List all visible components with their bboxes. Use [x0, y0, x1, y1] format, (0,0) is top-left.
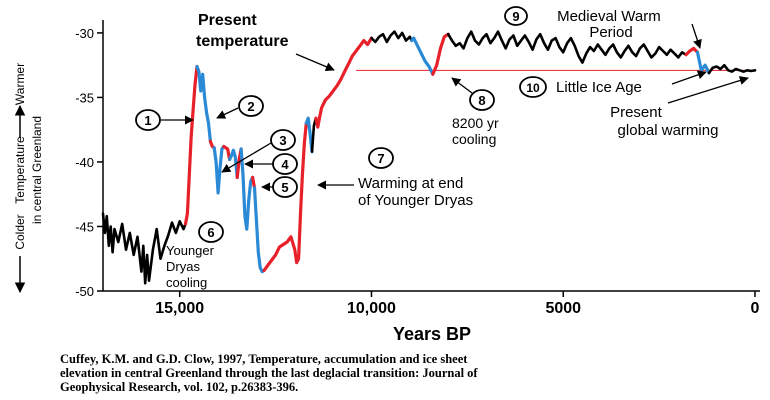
segment-baseline: [446, 30, 688, 64]
y-label-temperature: Temperature: [13, 136, 27, 204]
segment-cooling: [252, 186, 266, 274]
y-ticks: -30 -35 -40 -45 -50: [75, 26, 103, 299]
caption-line-3: Geophysical Research, vol. 102, p.26383-…: [60, 380, 299, 394]
caption-line-1: Cuffey, K.M. and G.D. Clow, 1997, Temper…: [60, 352, 468, 366]
x-tick-label: 15,000: [155, 300, 204, 317]
marker-7: 7 Warming at end of Younger Dryas: [317, 147, 473, 209]
segment-warming: [431, 32, 450, 76]
segment-warming: [684, 46, 700, 57]
marker-9: 9 Medieval Warm Period: [504, 6, 702, 49]
svg-text:9: 9: [512, 9, 519, 24]
segment-cooling: [195, 64, 212, 143]
svg-text:6: 6: [207, 225, 214, 240]
svg-text:2: 2: [247, 99, 254, 114]
annotations: Present temperature 1 2 3 4: [135, 6, 749, 290]
svg-text:Present global warming: Present global warming: [610, 104, 718, 139]
svg-text:Medieval Warm Period: Medieval Warm Period: [557, 8, 665, 41]
segment-warming: [251, 175, 257, 190]
x-tick-label: 5000: [545, 300, 581, 317]
caption-line-2: elevation in central Greenland through t…: [60, 366, 478, 380]
marker-10: 10 Little Ice Age: [519, 70, 707, 98]
y-axis-labels: Warmer Temperature in central Greenland …: [13, 63, 44, 294]
segment-cooling: [410, 36, 435, 76]
y-label-colder: Colder: [13, 214, 27, 249]
segment-cooling: [212, 144, 226, 195]
y-tick-label: -45: [75, 219, 94, 234]
segment-baseline: [370, 30, 414, 44]
y-label-warmer: Warmer: [13, 63, 27, 105]
svg-text:3: 3: [279, 133, 286, 148]
present-temperature-arrow: [295, 53, 335, 72]
y-tick-label: -50: [75, 284, 94, 299]
svg-text:1: 1: [144, 113, 151, 128]
segment-baseline: [310, 116, 318, 153]
svg-text:Younger Dryas: Younger Dryas cooling: [166, 243, 218, 290]
svg-text:7: 7: [377, 151, 384, 166]
y-label-greenland: in central Greenland: [30, 116, 44, 224]
marker-5: 5: [261, 176, 298, 198]
x-tick-label: 0: [751, 300, 760, 317]
segment-cooling: [239, 147, 255, 231]
svg-text:10: 10: [526, 81, 540, 95]
marker-6: 6 Younger Dryas cooling: [166, 221, 224, 290]
segment-cooling: [695, 50, 711, 75]
marker-2: 2: [216, 95, 264, 119]
marker-8: 8 8200 yr cooling: [451, 77, 503, 147]
axes: [102, 20, 760, 292]
x-axis-label: Years BP: [393, 324, 471, 344]
citation-caption: Cuffey, K.M. and G.D. Clow, 1997, Temper…: [60, 352, 760, 394]
y-tick-label: -40: [75, 155, 94, 170]
present-temperature-label: Present temperature: [196, 12, 289, 50]
y-tick-label: -35: [75, 90, 94, 105]
temperature-series: [101, 30, 757, 285]
x-tick-label: 10,000: [347, 300, 396, 317]
marker-4: 4: [244, 153, 298, 175]
svg-text:Warming at end of Youn: Warming at end of Younger Dryas: [358, 175, 473, 209]
segment-cooling: [304, 116, 314, 154]
segment-warming: [314, 36, 374, 129]
svg-text:8200 yr cooling: 8200 yr cooling: [452, 115, 503, 147]
y-tick-label: -30: [75, 26, 94, 41]
segment-warming: [222, 144, 232, 161]
svg-text:5: 5: [281, 180, 288, 195]
marker-1: 1: [135, 109, 194, 131]
segment-warming: [262, 121, 308, 272]
temperature-chart: Warmer Temperature in central Greenland …: [13, 6, 760, 344]
svg-text:8: 8: [478, 93, 485, 108]
segment-warming: [183, 64, 199, 226]
svg-text:Little Ice Age: Little Ice Age: [556, 79, 642, 96]
x-ticks: 15,000 10,000 5000 0: [155, 291, 760, 317]
segment-baseline: [101, 212, 187, 285]
segment-baseline: [707, 63, 757, 75]
present-global-warming-label: Present global warming: [610, 76, 749, 139]
marker-3: 3: [221, 129, 296, 173]
svg-text:4: 4: [281, 157, 289, 172]
